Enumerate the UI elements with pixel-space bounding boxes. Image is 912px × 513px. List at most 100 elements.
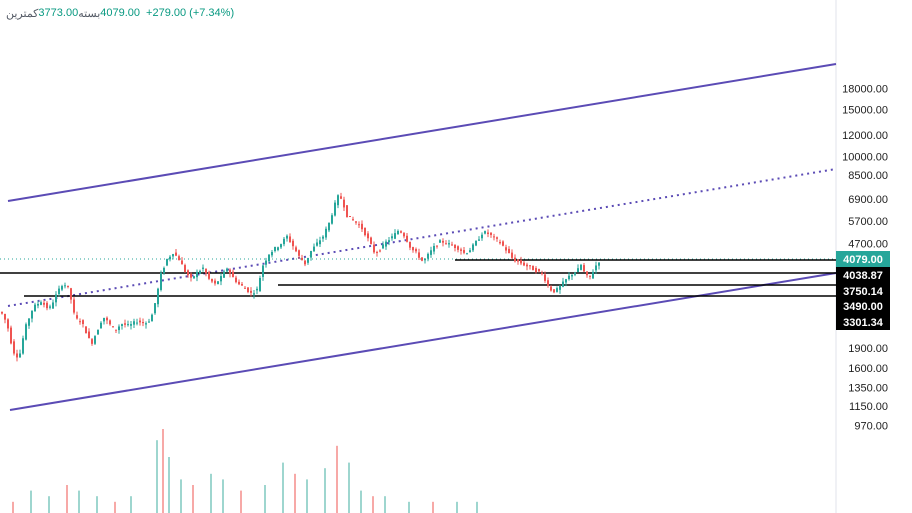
candle-body [415,249,417,252]
candle-body [316,242,318,246]
level-price-box [836,314,890,330]
y-tick-label: 12000.00 [842,130,888,142]
y-tick-label: 1900.00 [848,343,888,355]
candle-body [535,268,537,273]
candle-body [520,260,522,264]
candle-body [160,272,162,290]
candle-body [592,271,594,279]
volume-bar [114,501,116,513]
candle-body [25,324,27,340]
candle-body [61,286,63,290]
volume-bar [264,485,266,513]
candle-body [406,235,408,242]
candle-body [319,240,321,245]
candle-body [142,322,144,324]
candle-body [343,199,345,208]
candle-body [466,253,468,255]
candle-body [178,256,180,261]
level-price-box [836,298,890,314]
candle-body [487,232,489,234]
volume-bar [306,479,308,513]
candle-body [205,268,207,274]
candle-body [472,244,474,251]
candle-body [58,288,60,294]
candle-body [439,240,441,243]
candle-body [28,318,30,326]
candle-body [451,244,453,246]
candle-body [232,271,234,278]
candle-body [211,278,213,282]
candle-body [532,265,534,271]
candle-body [475,241,477,246]
candle-body [130,324,132,326]
candle-body [82,320,84,325]
candle-body [445,243,447,245]
candles [1,192,600,362]
volume-bar [162,429,164,513]
candle-body [310,250,312,258]
volume-bar [432,501,434,513]
candle-body [517,259,519,262]
candle-body [133,321,135,325]
channel-layer [0,63,837,411]
volume-bar [180,479,182,513]
candle-body [589,275,591,277]
change-value: +279.00 (+7.34%) [146,7,235,19]
candle-body [85,326,87,334]
volume-bar [48,496,50,513]
candle-body [40,302,42,305]
volume-bar [156,440,158,513]
candle-body [556,288,558,292]
candle-body [340,196,342,199]
candle-body [577,268,579,273]
candle-body [193,276,195,279]
candle-body [295,247,297,252]
candle-body [103,317,105,322]
candle-body [34,304,36,312]
candle-body [184,265,186,272]
y-tick-label: 18000.00 [842,83,888,95]
volume-bar [12,501,14,513]
candle-body [484,231,486,234]
candle-body [400,231,402,233]
candle-body [118,326,120,331]
candle-body [277,247,279,250]
candle-body [508,248,510,254]
candle-body [337,195,339,206]
volume-bar [130,496,132,513]
candle-body [259,278,261,292]
candle-body [226,268,228,272]
candle-body [235,277,237,283]
candle-body [250,290,252,293]
level-price-box [836,283,890,299]
y-tick-label: 970.00 [854,421,888,433]
candle-body [457,246,459,250]
candle-body [151,314,153,322]
volume-bar [66,485,68,513]
level-price-label: 4038.87 [843,270,883,282]
support-levels [0,259,836,297]
ohlc-legend: کمترین 3773.00 بسته 4079.00 +279.00 (+7.… [6,7,234,20]
y-tick-label: 15000.00 [842,104,888,116]
y-tick-label: 1600.00 [848,363,888,375]
candle-body [583,265,585,272]
candle-body [286,235,288,239]
candle-body [283,238,285,245]
volume-bar [240,490,242,513]
candle-body [208,272,210,279]
candle-body [94,336,96,344]
candle-body [199,270,201,274]
candle-body [37,303,39,306]
candle-body [256,288,258,291]
candle-body [7,319,9,329]
candle-body [514,257,516,262]
candle-body [262,265,264,277]
candle-body [598,262,600,266]
candle-body [79,321,81,323]
candle-body [214,280,216,284]
candle-body [355,221,357,223]
candle-body [16,353,18,358]
candle-body [469,250,471,253]
y-tick-label: 1150.00 [849,401,888,413]
